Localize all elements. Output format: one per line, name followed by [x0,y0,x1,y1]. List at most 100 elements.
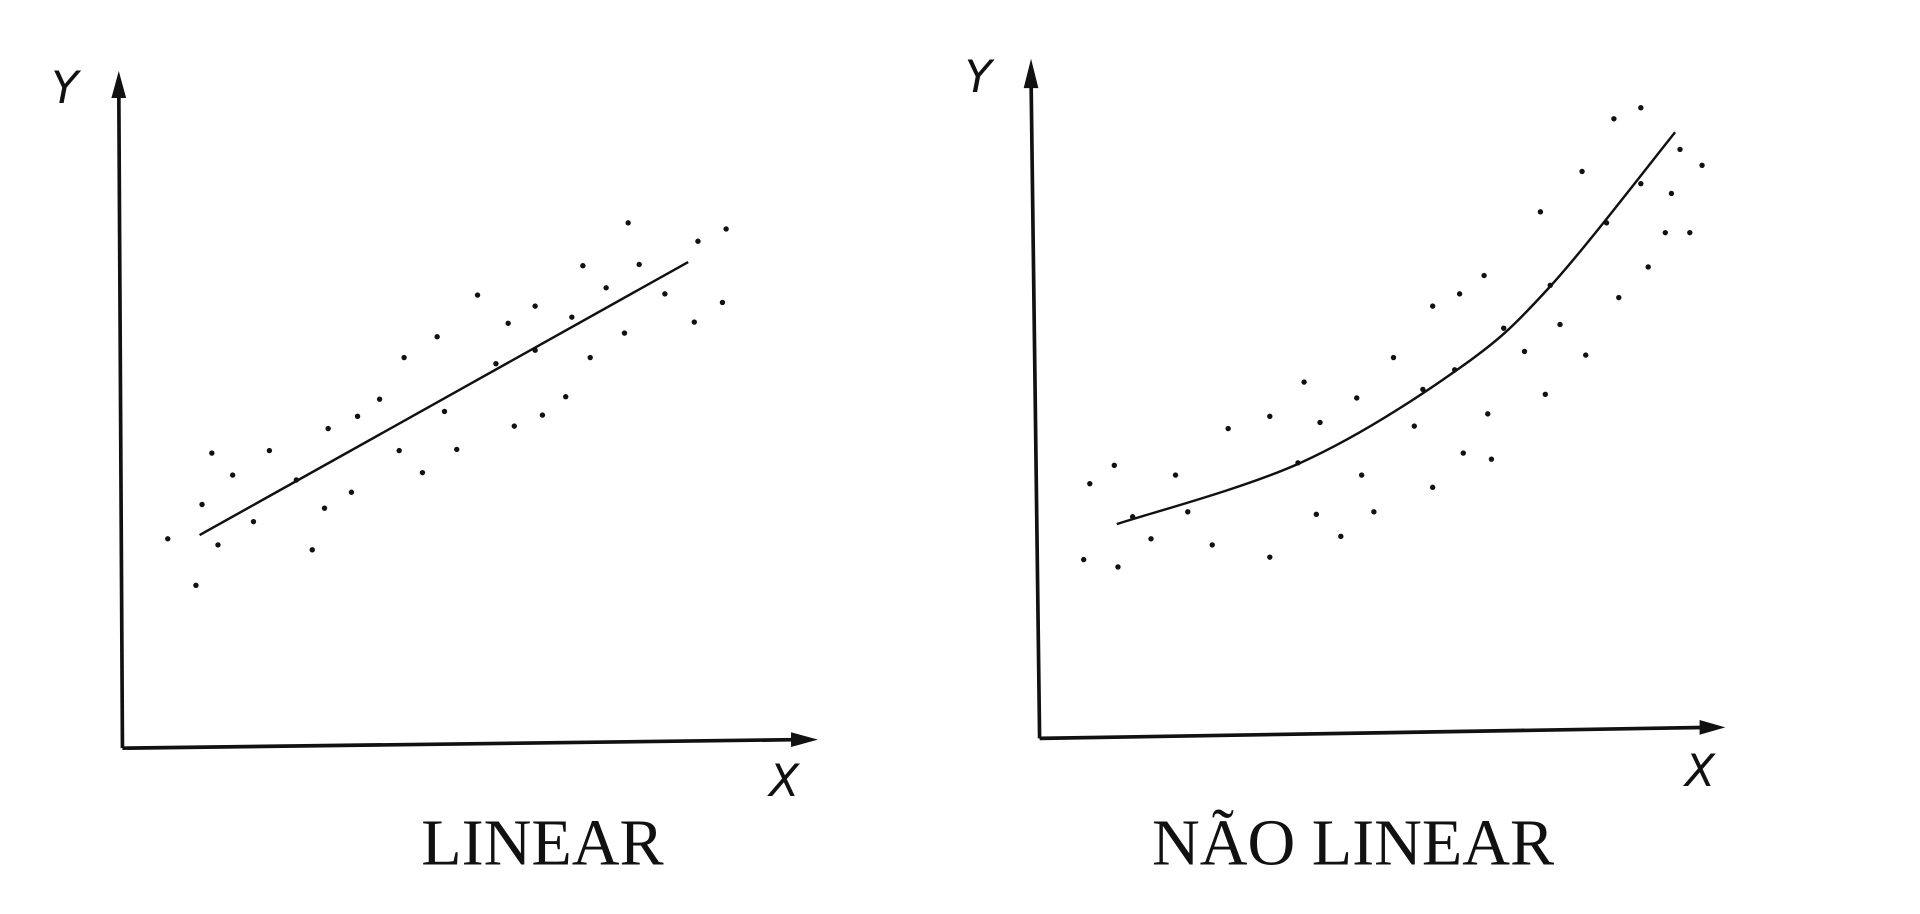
data-point [603,285,609,291]
data-point [1638,105,1644,111]
data-point [1456,291,1463,297]
data-point [309,547,315,553]
left-x-arrow-icon [791,732,818,747]
data-point [1488,456,1495,462]
data-point [1583,352,1589,358]
data-point [1115,564,1121,570]
data-point [1521,348,1528,355]
data-point [1429,303,1436,309]
right-y-arrow-icon [1023,58,1039,89]
data-point [1209,542,1215,548]
data-point [1371,509,1377,515]
data-point [625,220,631,226]
data-point [209,450,215,456]
data-point [396,447,402,454]
data-point [587,354,593,361]
data-point [1687,229,1693,236]
data-point [250,518,257,525]
data-point [376,396,383,402]
data-point [441,408,448,415]
data-point [1537,209,1544,215]
left-x-axis [122,737,803,751]
data-point [1313,511,1320,517]
data-point [1579,168,1585,175]
left-scatter-points [165,220,729,589]
data-point [229,472,236,478]
data-point [621,330,628,336]
data-point [1616,294,1622,301]
data-point [401,354,407,361]
data-point [1267,554,1273,560]
left-x-label: X [767,756,800,807]
data-point [266,447,273,454]
data-point [719,299,726,306]
data-point [1267,413,1273,420]
right-x-axis [1039,725,1710,741]
data-point [580,263,586,269]
right-x-arrow-icon [1699,720,1726,735]
data-point [1677,146,1683,153]
data-point [1557,321,1563,328]
data-point [1429,484,1436,491]
data-point [1500,325,1507,331]
right-caption: NÃO LINEAR [1152,806,1554,879]
data-point [1542,391,1549,397]
data-point [1411,423,1417,429]
data-point [569,314,575,320]
data-point [1390,354,1397,361]
data-point [165,536,171,542]
data-point [348,489,355,495]
data-point [1225,425,1231,432]
right-fit-curve [1116,131,1677,526]
left-y-label: Y [51,63,81,114]
data-point [215,542,221,548]
data-point [636,261,642,268]
right-y-axis [1029,75,1042,739]
data-point [1460,450,1466,456]
data-point [474,292,481,298]
data-point [321,505,328,511]
data-point [419,469,426,476]
data-point [1420,386,1426,393]
data-point [1111,462,1117,469]
data-point [1645,264,1651,270]
right-scatter-points [1080,105,1705,570]
data-point [1699,162,1705,169]
data-point [493,360,499,367]
data-point [1638,180,1644,187]
data-point [1301,379,1307,385]
data-point [1185,509,1191,515]
data-point [539,412,546,418]
data-point [662,291,668,297]
data-point [505,320,511,326]
data-point [1148,536,1154,542]
data-point [1354,395,1360,401]
data-point [454,446,460,453]
data-point [354,413,361,420]
data-point [532,303,538,309]
data-point [199,501,205,508]
data-point [1087,480,1093,487]
data-point [1611,116,1617,122]
data-point [193,582,199,589]
left-caption: LINEAR [421,806,663,879]
data-point [1080,556,1087,563]
data-point [511,423,517,429]
data-point [563,394,569,400]
data-point [1317,419,1323,426]
right-x-label: X [1683,746,1716,797]
data-point [691,319,697,325]
data-point [325,425,331,432]
left-y-axis [116,85,125,749]
data-point [1668,190,1675,197]
data-point [434,334,440,340]
right-y-label: Y [965,52,995,103]
nonlinear-panel: Y X NÃO LINEAR [965,52,1726,879]
linear-panel: Y X LINEAR [51,63,818,879]
data-point [695,238,701,244]
data-point [1358,472,1365,478]
data-point [1662,229,1669,236]
data-point [723,226,729,232]
left-fit-line [198,260,689,537]
